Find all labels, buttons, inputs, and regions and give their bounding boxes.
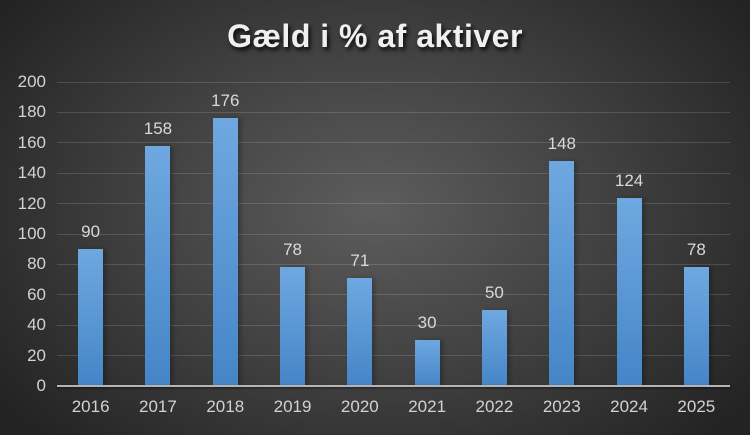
data-label-2016: 90 bbox=[81, 222, 101, 242]
bar-2017 bbox=[145, 145, 171, 386]
data-label-2021: 30 bbox=[417, 313, 437, 333]
gridline bbox=[57, 111, 730, 113]
y-axis-tick-label: 120 bbox=[17, 193, 46, 213]
y-axis-tick-label: 40 bbox=[27, 315, 46, 335]
data-label-2018: 176 bbox=[211, 91, 240, 111]
gridline bbox=[57, 203, 730, 205]
gridline bbox=[57, 263, 730, 265]
x-axis-tick-label: 2020 bbox=[340, 397, 379, 416]
x-axis-tick-label: 2022 bbox=[475, 397, 514, 416]
data-label-2023: 148 bbox=[547, 134, 576, 154]
x-axis-tick-label: 2017 bbox=[139, 397, 177, 416]
x-axis-tick-label: 2018 bbox=[206, 397, 245, 416]
bar-2024 bbox=[616, 197, 642, 386]
bar-2019 bbox=[280, 267, 306, 386]
bar-2018 bbox=[212, 118, 238, 386]
bar-2023 bbox=[549, 161, 575, 386]
x-axis-tick-label: 2021 bbox=[408, 397, 447, 416]
data-label-2019: 78 bbox=[283, 240, 302, 260]
data-label-2025: 78 bbox=[686, 240, 706, 260]
data-label-2020: 71 bbox=[350, 251, 370, 271]
y-axis-tick-label: 140 bbox=[17, 163, 46, 183]
y-axis-tick-label: 80 bbox=[27, 254, 46, 274]
bar-2016 bbox=[78, 249, 104, 386]
y-axis-tick-label: 20 bbox=[27, 345, 46, 365]
gridline bbox=[57, 355, 730, 357]
x-axis-tick-label: 2019 bbox=[273, 397, 312, 416]
bar-2021 bbox=[414, 340, 440, 386]
gridline bbox=[57, 172, 730, 174]
data-label-2022: 50 bbox=[484, 283, 504, 302]
x-axis-tick-label: 2025 bbox=[677, 397, 716, 416]
x-axis-tick-label: 2023 bbox=[542, 397, 581, 416]
x-axis-tick-label: 2024 bbox=[610, 397, 648, 416]
bar-2022 bbox=[481, 310, 507, 386]
bar-2025 bbox=[683, 267, 709, 386]
y-axis-tick-label: 100 bbox=[17, 224, 46, 243]
chart-title: Gæld i % af aktiver bbox=[227, 18, 523, 54]
y-axis-tick-label: 60 bbox=[27, 284, 46, 304]
x-axis-line bbox=[57, 385, 730, 387]
data-label-2024: 124 bbox=[614, 170, 644, 190]
data-label-2017: 158 bbox=[143, 118, 173, 138]
y-axis-tick-label: 200 bbox=[17, 72, 46, 91]
gridline bbox=[57, 81, 730, 83]
y-axis-tick-label: 160 bbox=[17, 132, 46, 152]
gridline bbox=[57, 324, 730, 326]
gridline bbox=[57, 294, 730, 296]
gridline bbox=[57, 142, 730, 144]
gridline bbox=[57, 233, 730, 235]
bar-2020 bbox=[347, 278, 373, 386]
x-axis-tick-label: 2016 bbox=[71, 397, 110, 416]
y-axis-tick-label: 0 bbox=[36, 376, 46, 395]
y-axis-tick-label: 180 bbox=[17, 102, 46, 122]
